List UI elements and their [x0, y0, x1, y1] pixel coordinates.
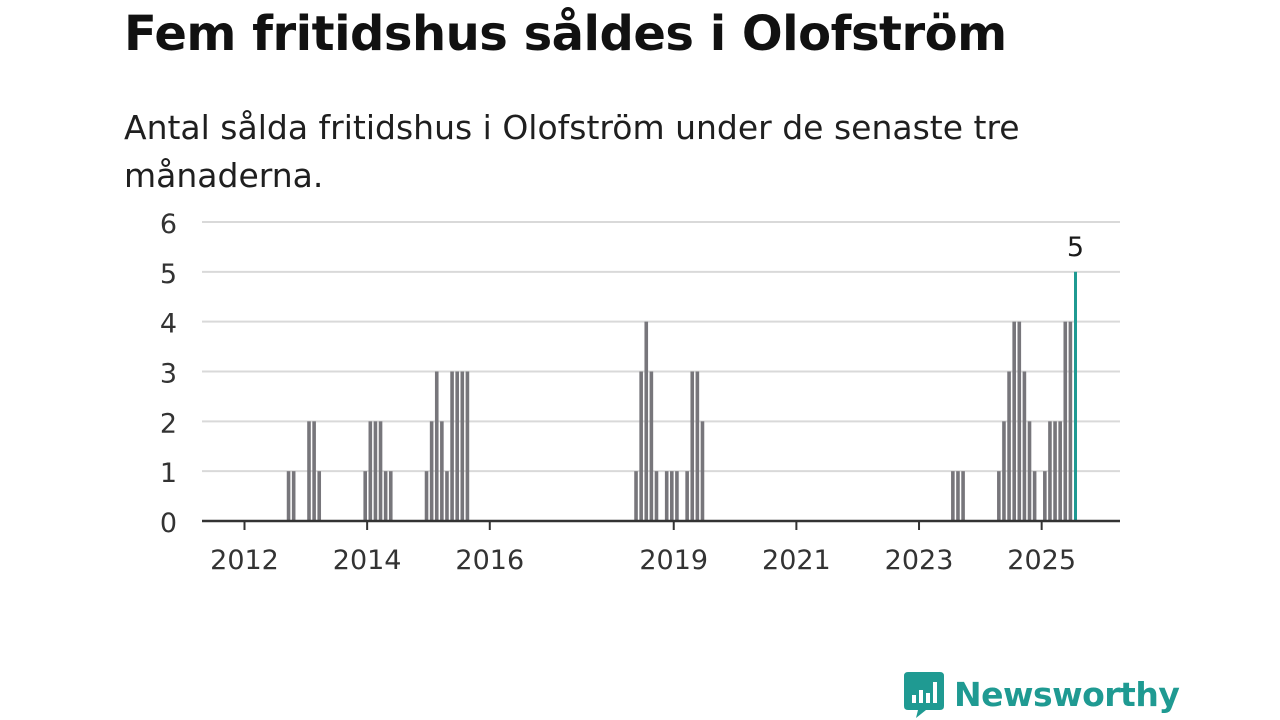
bar: [434, 371, 439, 521]
bar: [1027, 421, 1032, 521]
bar: [368, 421, 373, 521]
brand-logo: Newsworthy: [902, 670, 1180, 718]
bar: [1007, 371, 1011, 521]
bar: [317, 471, 322, 521]
y-tick-label: 3: [160, 359, 177, 390]
gridlines: [202, 221, 1120, 473]
bar: [951, 471, 955, 521]
y-tick-label: 2: [160, 408, 177, 439]
bar: [450, 371, 454, 521]
bar: [1022, 371, 1027, 521]
bar: [383, 471, 388, 521]
y-tick-label: 5: [160, 259, 177, 290]
bar-chart: 5 0 1 2 3 4 5 6 2012 2014 2016 2019 2021 2023 2025: [160, 209, 1120, 576]
bar: [675, 471, 679, 521]
bar: [460, 371, 465, 521]
bar: [312, 421, 316, 521]
bar: [286, 471, 291, 521]
x-tick-label: 2025: [1007, 545, 1076, 576]
x-tick-label: 2016: [455, 545, 524, 576]
bar: [424, 471, 429, 521]
bar: [664, 471, 669, 521]
y-tick-label: 1: [160, 458, 177, 489]
bar: [1058, 421, 1062, 521]
x-tick-label: 2023: [885, 545, 954, 576]
y-tick-label: 4: [160, 309, 177, 340]
bar: [700, 421, 705, 521]
bar: [1063, 321, 1068, 521]
bar: [695, 371, 700, 521]
bar: [429, 421, 434, 521]
bar: [373, 421, 378, 521]
bar: [388, 471, 393, 521]
bar: [363, 471, 368, 521]
bar: [634, 471, 638, 521]
bar: [639, 371, 643, 521]
bar: [644, 321, 649, 521]
bar: [378, 421, 383, 521]
x-tick-label: 2012: [210, 545, 279, 576]
y-axis-ticks: 0 1 2 3 4 5 6: [160, 209, 177, 539]
brand-name: Newsworthy: [954, 674, 1180, 714]
bar: [670, 471, 674, 521]
y-tick-label: 6: [160, 209, 177, 240]
bar: [1002, 421, 1006, 521]
highlight-value-label: 5: [1067, 232, 1084, 263]
y-tick-label: 0: [160, 508, 177, 539]
x-tick-label: 2014: [333, 545, 402, 576]
bar: [690, 371, 695, 521]
bar: [445, 471, 449, 521]
bar: [455, 371, 459, 521]
bar-highlight: [1074, 271, 1077, 521]
bar: [997, 471, 1001, 521]
bar: [1053, 421, 1057, 521]
x-tick-label: 2019: [639, 545, 708, 576]
x-tick-label: 2021: [762, 545, 831, 576]
bar: [465, 371, 470, 521]
bar: [685, 471, 689, 521]
bar: [654, 471, 659, 521]
bar: [1032, 471, 1037, 521]
bars: 5: [286, 232, 1084, 521]
x-axis-ticks: 2012 2014 2016 2019 2021 2023 2025: [210, 521, 1076, 576]
bar: [1043, 471, 1047, 521]
bar: [961, 471, 965, 521]
bar: [307, 421, 311, 521]
bar: [1068, 321, 1073, 521]
bar: [1017, 321, 1022, 521]
newsworthy-logo-icon: [904, 672, 944, 718]
bar: [291, 471, 296, 521]
chart-title: Fem fritidshus såldes i Olofström: [124, 6, 1007, 62]
bar: [956, 471, 960, 521]
bar: [649, 371, 654, 521]
bar: [1048, 421, 1052, 521]
bar: [1012, 321, 1016, 521]
bar: [440, 421, 444, 521]
chart-subtitle: Antal sålda fritidshus i Olofström under…: [124, 108, 1020, 195]
